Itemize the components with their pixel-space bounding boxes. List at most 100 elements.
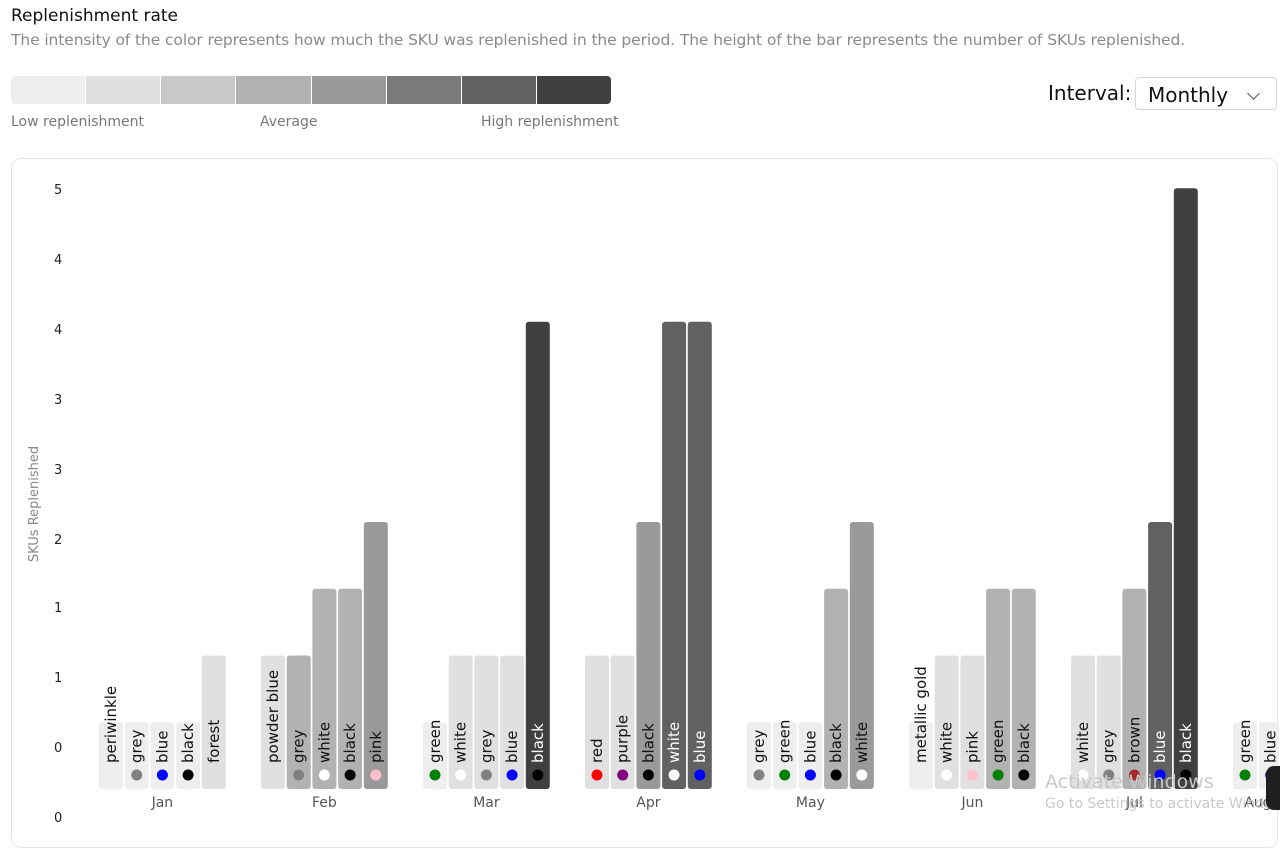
bar-label: blue [503,731,521,763]
bar [610,655,635,789]
y-tick-label: 4 [54,323,62,338]
bar [500,655,525,789]
replenishment-bar-chart: 0 0 1 1 2 3 3 4 4 5 SKUs Replenished periwinkle grey… [27,183,1279,826]
color-dot [668,769,680,781]
legend-scale-segment-4 [236,76,312,104]
y-tick-label: 4 [54,253,62,268]
color-dot [131,769,143,781]
bar [687,321,712,789]
bar-label: grey [1100,729,1118,763]
bar [525,321,550,789]
interval-select[interactable]: Monthly [1135,77,1277,110]
bar [1011,588,1036,789]
color-dot [318,769,330,781]
bar-label: blue [1151,731,1169,763]
color-dot [804,769,816,781]
bar-label: green [776,720,794,763]
bar [1233,722,1257,789]
chart-card: 0 0 1 1 2 3 3 4 4 5 SKUs Replenished periwinkle grey… [11,158,1279,848]
chart-subtitle: The intensity of the color represents ho… [11,31,1186,49]
bar [798,722,823,789]
bar-label: powder blue [264,670,282,763]
chevron-down-icon [1247,87,1260,100]
bar [934,655,959,789]
color-dot [830,769,842,781]
month-label: Jul [1125,795,1143,811]
bar-label: blue [801,731,819,763]
month-label: Jan [151,795,174,811]
bar [261,655,285,789]
color-dot [182,769,194,781]
color-dot [1154,769,1166,781]
bar-label: blue [153,731,171,763]
bar [824,588,849,789]
y-tick-label: 2 [54,533,62,548]
bar-label: white [452,722,470,763]
y-tick-label: 0 [54,741,62,756]
bar-label: black [639,723,657,763]
interval-selected-value: Monthly [1148,83,1229,107]
bar [1173,188,1198,789]
color-dot [642,769,654,781]
bar-label: blue [1262,731,1279,763]
color-dot [156,769,168,781]
bar [474,655,499,789]
color-dot [941,769,953,781]
bar [1122,588,1147,789]
color-dot [506,769,518,781]
color-dot [1239,769,1251,781]
y-tick-label: 3 [54,393,62,408]
bar-label: green [989,720,1007,763]
scroll-handle[interactable] [1266,766,1280,810]
bar-label: white [853,722,871,763]
bar-label: black [1177,723,1195,763]
color-dot [591,769,603,781]
bar [338,588,363,789]
bar-label: grey [477,729,495,763]
month-label: Jun [960,795,983,811]
bar-label: pink [963,731,981,763]
legend-scale-segment-7 [461,76,537,104]
bar [312,588,337,789]
color-dot [856,769,868,781]
y-tick-label: 3 [54,463,62,478]
legend-scale-segment-5 [311,76,387,104]
chart-title: Replenishment rate [11,6,179,26]
color-dot [694,769,706,781]
color-dot [1128,769,1140,781]
legend-scale-segment-3 [161,76,237,104]
bar-label: forest [205,720,223,763]
activate-windows-watermark: Activate Windows [1045,771,1214,793]
legend-scale-segment-1 [11,76,87,104]
bar [986,588,1011,789]
bar [636,522,661,789]
color-dot [480,769,492,781]
legend-scale-segment-2 [86,76,162,104]
bar [909,722,933,789]
color-dot [1180,769,1192,781]
month-label: Aug [1244,795,1271,811]
color-dot [429,769,441,781]
bar [747,722,771,789]
bar-label: green [426,720,444,763]
bar-label: white [1074,722,1092,763]
bar [1148,522,1173,789]
color-dot [992,769,1004,781]
bar [448,655,473,789]
legend-scale-segment-8 [536,76,611,104]
bar-label: black [341,723,359,763]
y-tick-label: 1 [54,671,62,686]
color-dot [370,769,382,781]
color-dot [1077,769,1089,781]
bar [176,722,201,789]
y-tick-label: 0 [54,811,62,826]
bar-label: red [588,738,606,763]
bar-label: white [938,722,956,763]
bar [423,722,447,789]
bar [960,655,985,789]
legend-high-label: High replenishment [481,114,619,130]
y-axis-title: SKUs Replenished [27,446,42,562]
bar-label: white [315,722,333,763]
month-label: Mar [473,795,500,811]
bar-label: metallic gold [912,666,930,763]
